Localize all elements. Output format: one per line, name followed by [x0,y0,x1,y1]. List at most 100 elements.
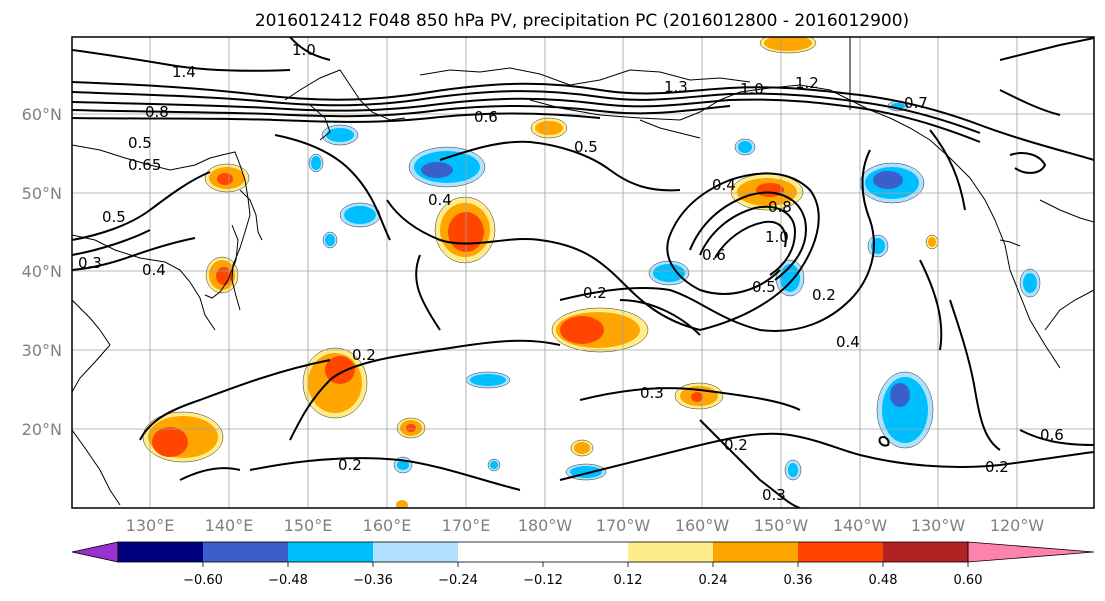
precip-patch [764,37,812,51]
colorbar-segment [628,542,713,562]
contour-label: 1.0 [292,41,316,59]
colorbar-label: −0.60 [183,573,223,588]
colorbar-label: −0.12 [523,573,563,588]
contour-label: 0.4 [428,191,452,209]
precip-patch [691,392,703,402]
contour-label: 0.4 [142,261,166,279]
contour-label: 0.5 [128,134,152,152]
lon-label: 130°E [126,516,175,535]
contour-label: 0.2 [985,458,1009,476]
colorbar-segment [458,542,543,562]
lat-label: 40°N [22,262,62,281]
colorbar-segment [798,542,883,562]
lon-label: 170°E [442,516,491,535]
precip-patch [152,427,188,457]
map-panel: 1.0 1.4 0.8 0.5 0.5 0.65 0.3 0.4 0.4 0.6… [71,36,1095,509]
contour-label: 0.2 [583,284,607,302]
lon-label: 160°W [675,516,730,535]
colorbar-segment [288,542,373,562]
contour-label: 1.4 [172,63,196,81]
lon-label: 150°E [284,516,333,535]
colorbar-segment [713,542,798,562]
contour-label: 0.2 [812,286,836,304]
lat-label: 60°N [22,105,62,124]
precip-patch [788,463,798,477]
lon-label: 150°W [754,516,809,535]
pv-contours [72,37,1094,508]
precip-patch [928,237,936,247]
colorbar-extend-high [967,541,1095,563]
precip-patch [344,206,376,224]
contour-label: 0.6 [1040,426,1064,444]
lon-label: 180°W [518,516,573,535]
colorbar-segment [118,542,203,562]
colorbar-segment [883,542,968,562]
contour-label: 1.3 [664,78,688,96]
contour-label: 1.2 [795,74,819,92]
coastlines [72,37,1094,506]
precip-patch [397,460,409,470]
precip-patch [217,173,233,185]
lon-label: 160°E [363,516,412,535]
precip-patch [406,424,416,432]
contour-label: 0.3 [640,384,664,402]
precip-positive [142,37,939,508]
colorbar-label: 0.36 [784,573,813,588]
colorbar-label: 0.12 [614,573,643,588]
contour-label: 0.3 [762,486,786,504]
map-frame [71,36,1095,509]
colorbar-segment [203,542,288,562]
contour-label: 0.6 [702,246,726,264]
precip-patch [326,128,354,142]
colorbar-label: 0.24 [699,573,728,588]
latitude-labels: 60°N 50°N 40°N 30°N 20°N [22,105,62,439]
colorbar-extend-low [71,541,119,563]
colorbar-label: −0.36 [353,573,393,588]
precip-patch [421,162,453,178]
precip-patch [325,234,335,246]
precip-patch [738,141,752,153]
contour-label: 0.5 [752,278,776,296]
lat-label: 20°N [22,420,62,439]
figure-title: 2016012412 F048 850 hPa PV, precipitatio… [255,11,909,31]
contour-labels: 1.0 1.4 0.8 0.5 0.5 0.65 0.3 0.4 0.4 0.6… [78,41,1064,504]
contour-label: 0.8 [768,198,792,216]
contour-label: 0.2 [724,436,748,454]
precip-patch [574,442,590,454]
contour-label: 0.3 [78,254,102,272]
precip-patch [490,461,498,469]
contour-label: 0.4 [836,333,860,351]
colorbar-labels: −0.60 −0.48 −0.36 −0.24 −0.12 0.12 0.24 … [183,573,982,588]
lon-label: 120°W [990,516,1045,535]
contour-label: 0.6 [474,108,498,126]
contour-label: 0.7 [904,94,928,112]
precip-patch [311,156,321,170]
colorbar-label: 0.48 [869,573,898,588]
longitude-labels: 130°E 140°E 150°E 160°E 170°E 180°W 170°… [126,516,1045,535]
precip-patch [535,121,563,135]
precip-patch [873,171,903,189]
colorbar-label: −0.24 [438,573,478,588]
colorbar: −0.60 −0.48 −0.36 −0.24 −0.12 0.12 0.24 … [71,541,1095,588]
colorbar-label: −0.48 [268,573,308,588]
contour-label: 0.2 [338,456,362,474]
colorbar-segment [373,542,458,562]
lon-label: 130°W [911,516,966,535]
precip-patch [560,316,604,344]
contour-label: 0.4 [712,176,736,194]
contour-label: 0.65 [128,156,161,174]
precip-patch [653,264,685,282]
contour-label: 0.5 [574,138,598,156]
contour-label: 1.0 [740,80,764,98]
colorbar-segment [543,542,628,562]
contour-label: 0.8 [145,103,169,121]
contour-label: 1.0 [765,228,789,246]
precip-patch [890,383,910,407]
contour-label: 0.5 [102,208,126,226]
lon-label: 140°E [205,516,254,535]
colorbar-label: 0.60 [954,573,983,588]
precip-patch [396,500,408,508]
lat-label: 30°N [22,341,62,360]
precip-patch [1023,273,1037,293]
